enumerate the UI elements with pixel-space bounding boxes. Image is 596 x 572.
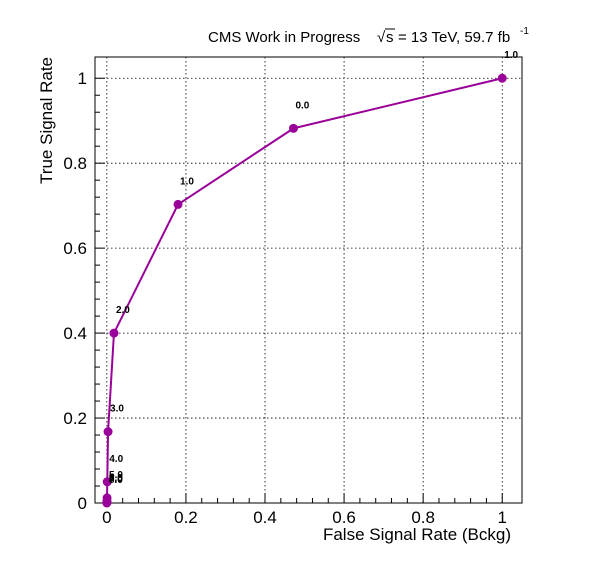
y-tick-label: 1 [78,69,87,88]
x-axis-ticks: 0 0.2 0.4 0.6 0.8 1 [102,493,507,527]
point-labels: 1.0 0.0 1.0 2.0 3.0 4.0 5.06.07.08.0 [109,50,519,486]
threshold-label: 2.0 [116,305,130,316]
y-tick-label: 0.6 [63,239,87,258]
threshold-label: 8.0 [109,475,123,486]
roc-point [103,427,113,437]
roc-point [173,199,183,209]
threshold-label: 0.0 [295,100,309,111]
chart-header: CMS Work in Progress √ s = 13 TeV, 59.7 … [208,26,529,46]
threshold-label: 1.0 [180,176,194,187]
roc-point [497,73,507,83]
experiment-label: CMS Work in Progress [208,29,360,46]
y-tick-label: 0.4 [63,324,87,343]
axes [94,56,523,504]
y-tick-label: 0 [78,494,87,513]
sqrt-symbol: √ [377,29,386,46]
threshold-label: 6.0 [109,473,123,484]
lumi-exponent: -1 [520,26,529,37]
roc-point [102,477,112,487]
threshold-label: 3.0 [110,404,124,415]
s-label: s [386,29,394,46]
x-tick-label: 0.6 [332,508,356,527]
x-tick-label: 1 [497,508,506,527]
roc-point [109,328,119,338]
y-tick-label: 0.2 [63,409,87,428]
y-axis-ticks: 0 0.2 0.4 0.6 0.8 1 [63,69,105,513]
roc-point [288,123,298,133]
threshold-label: 7.0 [109,474,123,485]
roc-curve-line [105,77,503,504]
threshold-label: 4.0 [109,454,123,465]
x-tick-label: 0.2 [174,508,198,527]
threshold-label: 5.0 [109,470,123,481]
x-tick-label: 0.8 [411,508,435,527]
threshold-label: 1.0 [504,50,518,61]
x-tick-label: 0.4 [253,508,277,527]
roc-series [102,73,507,508]
energy-lumi-label: = 13 TeV, 59.7 fb [398,29,510,46]
y-axis-title: True Signal Rate [37,57,56,184]
x-axis-title: False Signal Rate (Bckg) [323,525,511,544]
x-tick-label: 0 [102,508,111,527]
plot-frame [94,56,523,504]
roc-point [102,498,112,508]
y-tick-label: 0.8 [63,154,87,173]
